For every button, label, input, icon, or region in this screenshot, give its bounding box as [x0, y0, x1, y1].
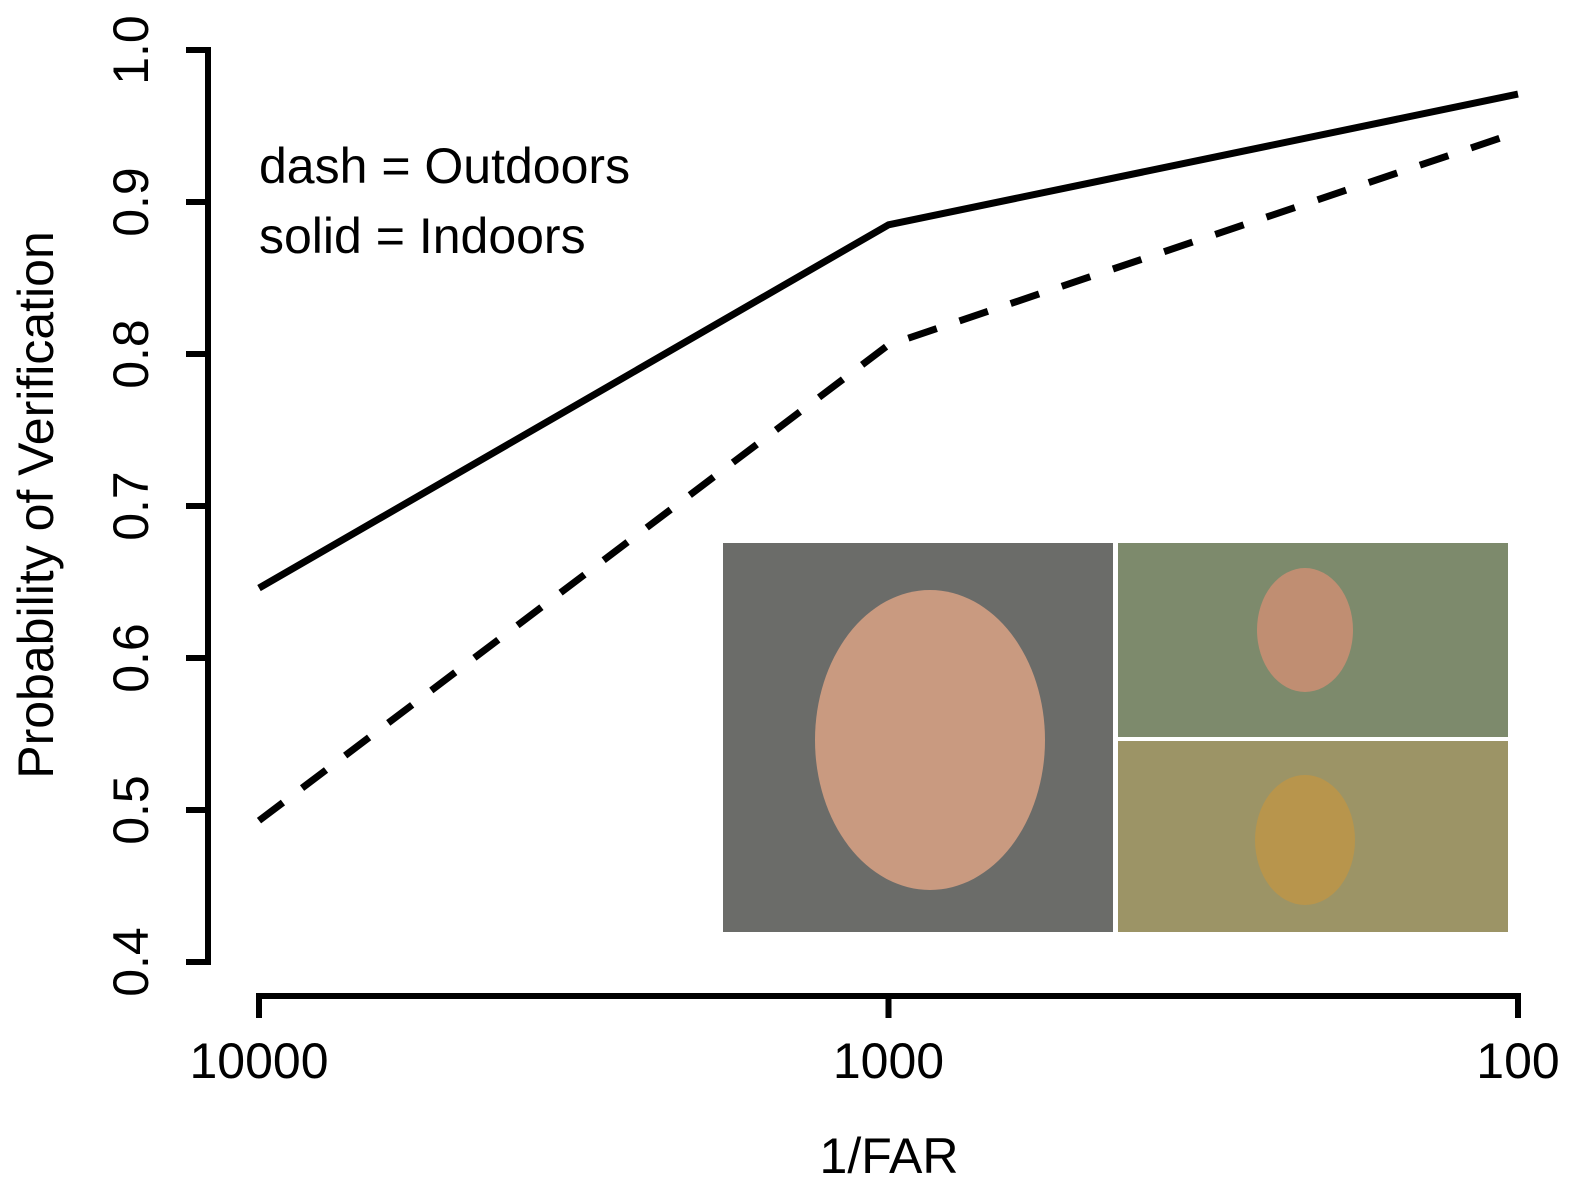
y-tick-label: 0.9	[103, 167, 159, 237]
y-tick-label: 1.0	[103, 15, 159, 85]
face	[815, 590, 1045, 890]
y-axis-label: Probability of Verification	[8, 231, 64, 779]
chart: 1/FAR Probability of Verification 0.4 0.5…	[0, 0, 1596, 1202]
x-tick-label: 10000	[189, 1033, 328, 1089]
y-tick-label: 0.7	[103, 471, 159, 541]
y-tick-label: 0.4	[103, 927, 159, 997]
x-tick-label: 100	[1476, 1033, 1559, 1089]
y-tick-label: 0.5	[103, 775, 159, 845]
inset-photos	[723, 543, 1508, 932]
legend-entry: solid = Indoors	[259, 208, 586, 264]
y-tick-label: 0.8	[103, 319, 159, 389]
face	[1257, 568, 1353, 692]
x-tick-label: 1000	[833, 1033, 944, 1089]
y-tick-label: 0.6	[103, 623, 159, 693]
x-axis-label: 1/FAR	[820, 1128, 959, 1184]
face	[1255, 775, 1355, 905]
legend-entry: dash = Outdoors	[259, 138, 630, 194]
